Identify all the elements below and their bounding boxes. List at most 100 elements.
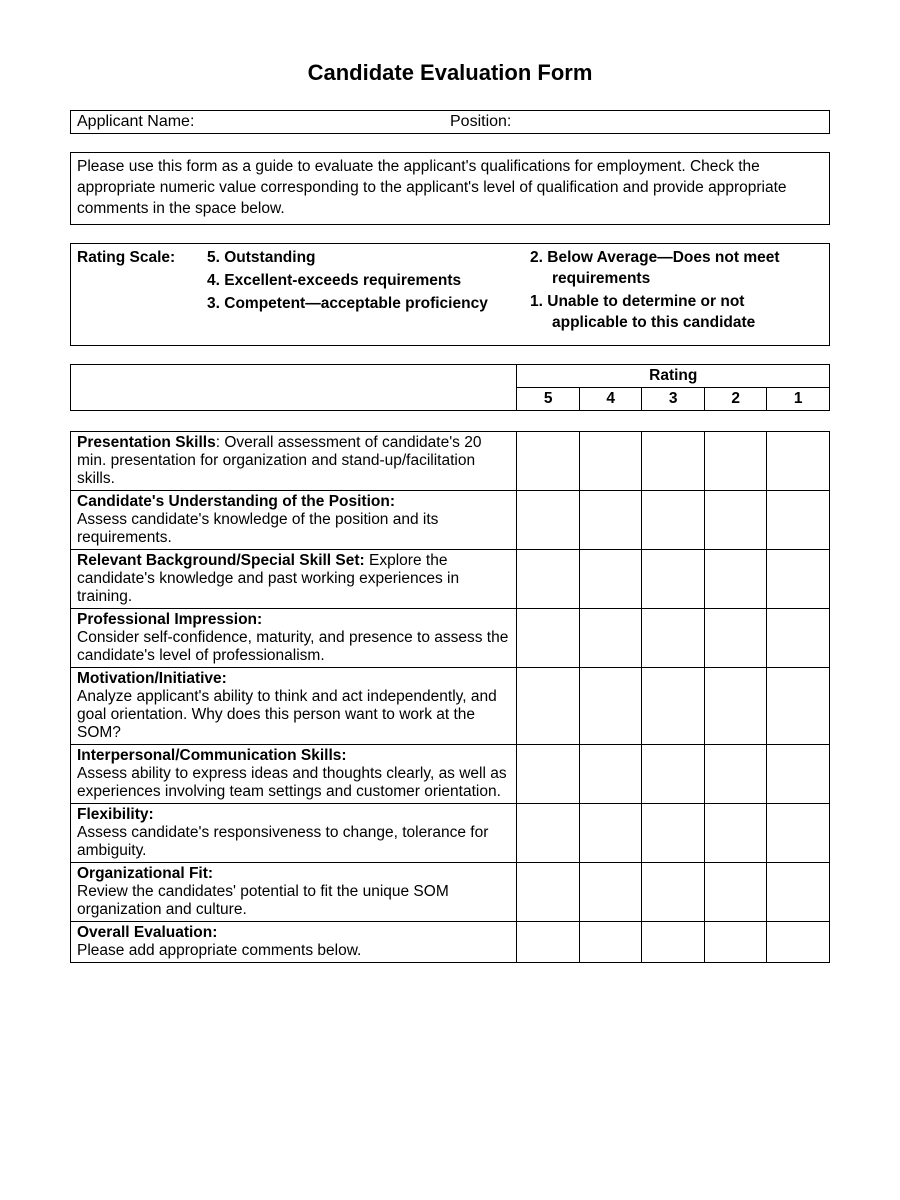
- rating-cell[interactable]: [704, 863, 767, 922]
- rating-cell[interactable]: [517, 668, 580, 745]
- rating-cell[interactable]: [642, 491, 705, 550]
- criteria-row: Interpersonal/Communication Skills:Asses…: [71, 745, 830, 804]
- applicant-header-box: Applicant Name: Position:: [70, 110, 830, 134]
- rating-cell[interactable]: [642, 863, 705, 922]
- rating-cell[interactable]: [704, 668, 767, 745]
- rating-text: Unable to determine or not applicable to…: [547, 293, 755, 331]
- rating-cell[interactable]: [767, 609, 830, 668]
- criteria-cell: Presentation Skills: Overall assessment …: [71, 432, 517, 491]
- rating-cell[interactable]: [517, 863, 580, 922]
- rating-num: 1.: [530, 293, 543, 310]
- criteria-desc: Review the candidates' potential to fit …: [77, 883, 449, 918]
- rating-cell[interactable]: [642, 432, 705, 491]
- rating-text: Excellent-exceeds requirements: [224, 272, 461, 289]
- criteria-title: Flexibility:: [77, 806, 154, 823]
- rating-cell[interactable]: [517, 922, 580, 963]
- criteria-cell: Flexibility:Assess candidate's responsiv…: [71, 804, 517, 863]
- criteria-row: Motivation/Initiative:Analyze applicant'…: [71, 668, 830, 745]
- criteria-row: Flexibility:Assess candidate's responsiv…: [71, 804, 830, 863]
- rating-num: 5.: [207, 249, 220, 266]
- rating-cell[interactable]: [579, 863, 642, 922]
- rating-cell[interactable]: [767, 668, 830, 745]
- rating-cell[interactable]: [579, 922, 642, 963]
- rating-cell[interactable]: [642, 922, 705, 963]
- criteria-cell: Professional Impression:Consider self-co…: [71, 609, 517, 668]
- rating-cell[interactable]: [517, 745, 580, 804]
- rating-col-4: 4: [579, 388, 642, 411]
- rating-cell[interactable]: [767, 804, 830, 863]
- rating-cell[interactable]: [767, 432, 830, 491]
- rating-scale-right-col: 2. Below Average—Does not meet requireme…: [530, 248, 823, 336]
- rating-cell[interactable]: [704, 550, 767, 609]
- rating-cell[interactable]: [704, 491, 767, 550]
- rating-cell[interactable]: [642, 745, 705, 804]
- rating-cell[interactable]: [767, 491, 830, 550]
- criteria-table: Presentation Skills: Overall assessment …: [70, 431, 830, 963]
- criteria-header-blank: [71, 365, 517, 411]
- rating-cell[interactable]: [579, 432, 642, 491]
- table-spacer: [70, 411, 830, 431]
- rating-scale-label: Rating Scale:: [77, 248, 207, 336]
- criteria-desc: Please add appropriate comments below.: [77, 942, 361, 959]
- rating-cell[interactable]: [704, 922, 767, 963]
- rating-cell[interactable]: [517, 550, 580, 609]
- rating-col-1: 1: [767, 388, 830, 411]
- applicant-name-label: Applicant Name:: [77, 113, 450, 131]
- rating-scale-item: 1. Unable to determine or not applicable…: [530, 292, 823, 334]
- rating-scale-left-col: 5. Outstanding 4. Excellent-exceeds requ…: [207, 248, 500, 336]
- rating-cell[interactable]: [517, 609, 580, 668]
- criteria-cell: Relevant Background/Special Skill Set: E…: [71, 550, 517, 609]
- rating-num: 3.: [207, 295, 220, 312]
- rating-num: 2.: [530, 249, 543, 266]
- criteria-cell: Candidate's Understanding of the Positio…: [71, 491, 517, 550]
- criteria-title: Relevant Background/Special Skill Set:: [77, 552, 365, 569]
- criteria-row: Professional Impression:Consider self-co…: [71, 609, 830, 668]
- rating-col-2: 2: [704, 388, 767, 411]
- rating-text: Outstanding: [224, 249, 315, 266]
- rating-cell[interactable]: [579, 668, 642, 745]
- criteria-title: Candidate's Understanding of the Positio…: [77, 493, 395, 510]
- criteria-cell: Motivation/Initiative:Analyze applicant'…: [71, 668, 517, 745]
- rating-cell[interactable]: [642, 609, 705, 668]
- criteria-row: Overall Evaluation:Please add appropriat…: [71, 922, 830, 963]
- rating-cell[interactable]: [767, 745, 830, 804]
- rating-cell[interactable]: [517, 432, 580, 491]
- rating-cell[interactable]: [767, 863, 830, 922]
- criteria-row: Relevant Background/Special Skill Set: E…: [71, 550, 830, 609]
- rating-scale-item: 5. Outstanding: [207, 248, 500, 269]
- rating-cell[interactable]: [517, 804, 580, 863]
- criteria-title: Interpersonal/Communication Skills:: [77, 747, 347, 764]
- rating-scale-item: 4. Excellent-exceeds requirements: [207, 271, 500, 292]
- rating-cell[interactable]: [767, 922, 830, 963]
- rating-cell[interactable]: [642, 804, 705, 863]
- rating-cell[interactable]: [767, 550, 830, 609]
- rating-cell[interactable]: [704, 609, 767, 668]
- rating-scale-item: 3. Competent—acceptable proficiency: [207, 294, 500, 315]
- rating-text: Below Average—Does not meet requirements: [547, 249, 779, 287]
- rating-cell[interactable]: [704, 804, 767, 863]
- rating-cell[interactable]: [579, 745, 642, 804]
- rating-cell[interactable]: [579, 609, 642, 668]
- rating-header-label: Rating: [517, 365, 830, 388]
- instructions-box: Please use this form as a guide to evalu…: [70, 152, 830, 225]
- rating-cell[interactable]: [579, 550, 642, 609]
- rating-cell[interactable]: [704, 745, 767, 804]
- rating-cell[interactable]: [704, 432, 767, 491]
- rating-header-table: Rating 5 4 3 2 1: [70, 364, 830, 411]
- criteria-title: Professional Impression:: [77, 611, 262, 628]
- rating-cell[interactable]: [517, 491, 580, 550]
- rating-cell[interactable]: [642, 550, 705, 609]
- criteria-title: Organizational Fit:: [77, 865, 213, 882]
- rating-scale-columns: 5. Outstanding 4. Excellent-exceeds requ…: [207, 248, 823, 336]
- rating-cell[interactable]: [579, 491, 642, 550]
- rating-text: Competent—acceptable proficiency: [224, 295, 488, 312]
- rating-scale-box: Rating Scale: 5. Outstanding 4. Excellen…: [70, 243, 830, 347]
- rating-col-5: 5: [517, 388, 580, 411]
- criteria-desc: Analyze applicant's ability to think and…: [77, 688, 497, 741]
- criteria-row: Organizational Fit:Review the candidates…: [71, 863, 830, 922]
- criteria-cell: Organizational Fit:Review the candidates…: [71, 863, 517, 922]
- rating-cell[interactable]: [642, 668, 705, 745]
- position-label: Position:: [450, 113, 823, 131]
- form-title: Candidate Evaluation Form: [70, 60, 830, 86]
- rating-cell[interactable]: [579, 804, 642, 863]
